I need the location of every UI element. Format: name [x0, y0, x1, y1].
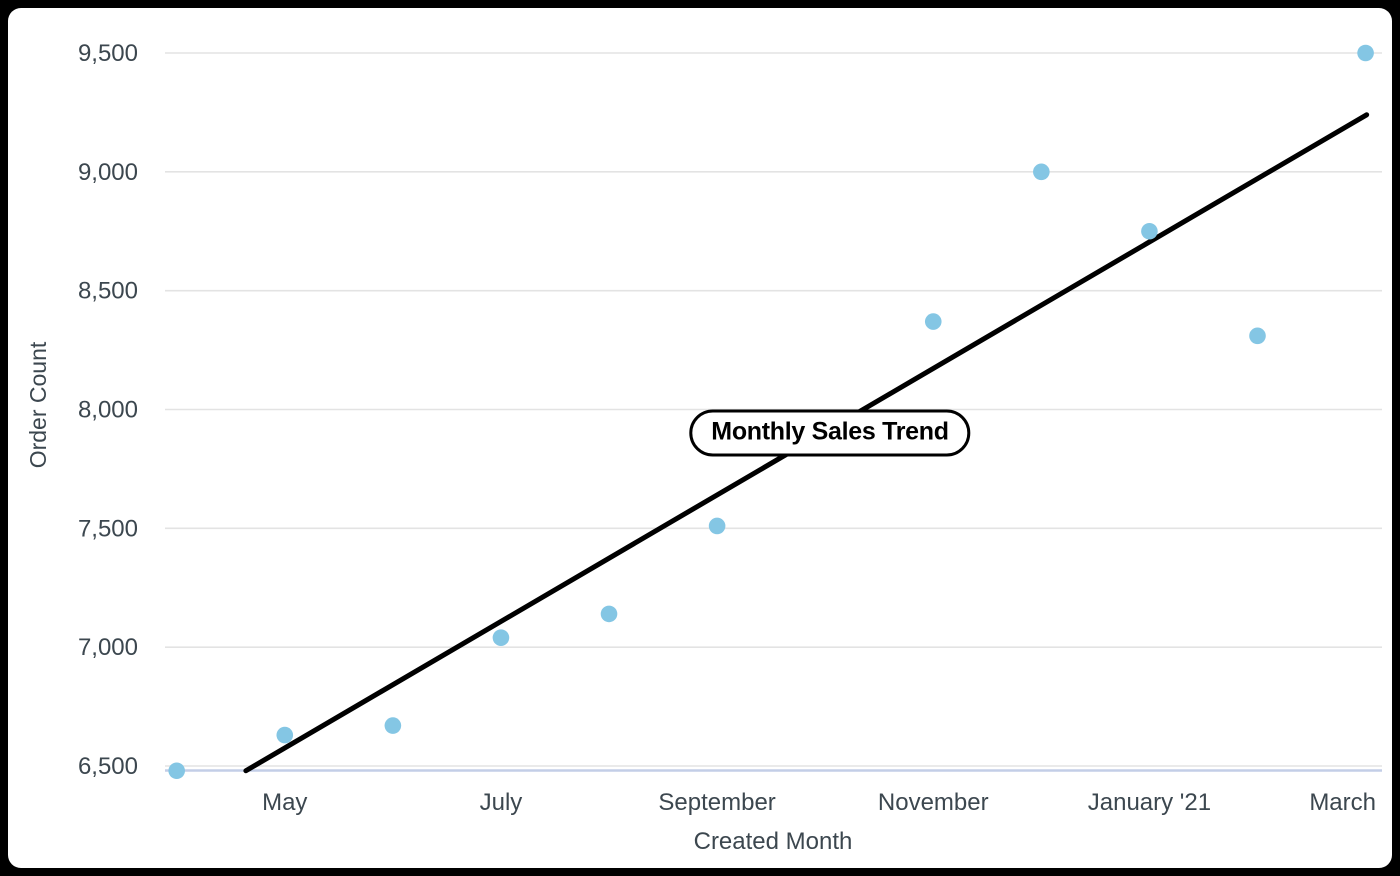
tick-layer: 6,500 7,000 7,500 8,000 8,500 9,000 9,500 May Ju… [78, 40, 1376, 816]
grid-layer [165, 52, 1382, 772]
y-tick-label: 9,000 [78, 159, 138, 186]
x-axis-title: Created Month [694, 828, 853, 855]
x-tick-label: July [480, 789, 523, 816]
y-tick-label: 8,000 [78, 397, 138, 424]
y-tick-label: 7,000 [78, 634, 138, 661]
x-tick-label: November [878, 789, 989, 816]
y-tick-label: 6,500 [78, 753, 138, 780]
y-axis-title: Order Count [25, 341, 51, 468]
x-tick-label: March [1309, 789, 1376, 816]
x-tick-label: January '21 [1088, 789, 1211, 816]
data-point [168, 762, 185, 780]
x-tick-label: September [658, 789, 775, 816]
data-point [600, 605, 618, 623]
y-tick-label: 8,500 [78, 278, 138, 305]
data-point [708, 517, 726, 535]
y-tick-label: 9,500 [78, 40, 138, 67]
data-point [1357, 44, 1374, 62]
chart-title-badge: Monthly Sales Trend [689, 409, 971, 457]
data-point [384, 717, 402, 734]
data-point [492, 629, 510, 646]
data-point [1249, 327, 1266, 345]
y-tick-label: 7,500 [78, 515, 138, 542]
data-point [1141, 222, 1158, 240]
x-tick-label: May [262, 789, 307, 816]
data-point [1033, 163, 1050, 181]
data-point [276, 726, 294, 744]
data-point [924, 313, 942, 330]
